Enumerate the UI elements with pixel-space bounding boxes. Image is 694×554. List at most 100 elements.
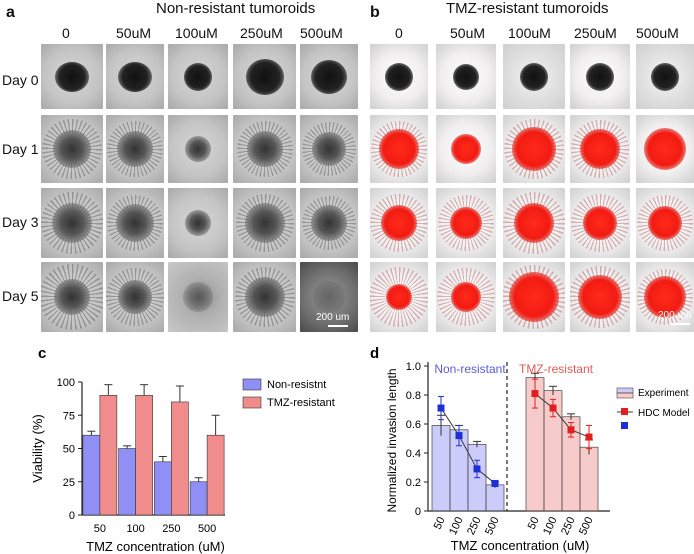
model-marker xyxy=(567,426,575,434)
tumoroid-image xyxy=(300,188,358,258)
bar xyxy=(206,434,225,516)
x-tick-label: 50 xyxy=(432,515,448,531)
y-tick-label: 1.0 xyxy=(406,361,421,373)
tumoroid-image xyxy=(233,115,296,183)
tumoroid-image xyxy=(636,44,694,109)
tumoroid-image xyxy=(106,262,164,332)
tumoroid-image xyxy=(300,44,358,109)
panel-b-col-0: 0 xyxy=(395,25,403,41)
panel-d-letter: d xyxy=(370,345,379,362)
model-marker xyxy=(455,432,463,440)
scale-bar-label: 200 um xyxy=(658,310,692,321)
row-label-day5: Day 5 xyxy=(2,288,39,304)
x-tick-label: 100 xyxy=(447,515,466,537)
tumoroid-image xyxy=(168,188,228,258)
legend-marker xyxy=(621,408,628,415)
panel-a-title: Non-resistant tumoroids xyxy=(156,0,316,17)
tumoroid-image xyxy=(233,262,296,332)
y-tick-label: 0.2 xyxy=(406,477,421,489)
legend-swatch xyxy=(242,396,262,409)
bar xyxy=(154,461,172,516)
legend-label: HDC Model xyxy=(638,408,690,419)
tumoroid-image xyxy=(300,115,358,183)
model-marker xyxy=(473,465,481,473)
y-tick-label: 0 xyxy=(69,510,75,522)
tumoroid-image xyxy=(106,44,164,109)
x-tick-label: 50 xyxy=(94,523,106,535)
panel-d-chart: d00.20.40.60.81.050 100 250 500 50 100 250 500N… xyxy=(370,345,690,553)
tumoroid-image xyxy=(503,115,565,183)
bar xyxy=(135,394,153,516)
tumoroid-image: 200 um xyxy=(300,262,358,332)
tumoroid-image xyxy=(168,262,228,332)
x-tick-label: 250 xyxy=(465,515,484,537)
legend-label: TMZ-resistant xyxy=(267,397,335,409)
tumoroid-image xyxy=(436,115,496,183)
y-tick-label: 50 xyxy=(63,444,75,456)
legend-label: Non-resistnt xyxy=(267,379,326,391)
tumoroid-image xyxy=(370,115,428,183)
panel-a-col-100: 100uM xyxy=(175,25,218,41)
panel-b-col-50: 50uM xyxy=(450,25,486,41)
model-marker xyxy=(491,479,499,487)
model-marker xyxy=(549,404,557,412)
y-axis-label: Normalized invasion length xyxy=(385,368,399,512)
panel-a-col-0: 0 xyxy=(62,25,70,41)
tumoroid-image xyxy=(503,44,565,109)
model-line xyxy=(534,393,590,438)
group-label-resistant: TMZ-resistant xyxy=(519,362,594,376)
x-tick-label: 250 xyxy=(162,523,180,535)
bar xyxy=(118,448,136,516)
bar xyxy=(579,446,599,512)
x-tick-label: 500 xyxy=(483,515,502,537)
tumoroid-image xyxy=(370,188,428,258)
tumoroid-image xyxy=(106,115,164,183)
scale-bar xyxy=(328,325,348,327)
panel-a-col-250: 250uM xyxy=(240,25,283,41)
tumoroid-image xyxy=(503,188,565,258)
tumoroid-image xyxy=(41,188,103,258)
tumoroid-image xyxy=(436,188,496,258)
legend-swatch xyxy=(616,392,634,399)
tumoroid-image: 200 um xyxy=(636,262,694,332)
x-tick-label: 250 xyxy=(559,515,578,537)
bar xyxy=(82,434,101,516)
panel-a-col-50: 50uM xyxy=(116,25,152,41)
tumoroid-image xyxy=(436,44,496,109)
bar xyxy=(485,484,505,512)
tumoroid-image xyxy=(41,115,103,183)
model-line xyxy=(440,407,496,484)
bar xyxy=(99,394,118,516)
scale-bar xyxy=(670,323,690,325)
panel-b-col-100: 100uM xyxy=(508,25,551,41)
tumoroid-image xyxy=(106,188,164,258)
x-tick-label: 100 xyxy=(541,515,560,537)
x-tick-label: 50 xyxy=(526,515,542,531)
tumoroid-image xyxy=(370,262,428,332)
y-tick-label: 0.4 xyxy=(406,448,421,460)
panel-a-col-500: 500uM xyxy=(300,25,343,41)
legend-label: Experiment xyxy=(638,388,689,399)
tumoroid-image xyxy=(570,115,630,183)
y-tick-label: 0.6 xyxy=(406,419,421,431)
bar xyxy=(189,481,208,516)
bar xyxy=(171,401,189,516)
x-axis-label: TMZ concentration (uM) xyxy=(451,538,590,553)
y-axis-label: Viability (%) xyxy=(30,414,45,482)
y-tick-label: 75 xyxy=(63,410,75,422)
x-tick-label: 500 xyxy=(577,515,596,537)
panel-a-letter: a xyxy=(6,4,15,21)
tumoroid-image xyxy=(636,188,694,258)
tumoroid-image xyxy=(636,115,694,183)
tumoroid-image xyxy=(570,188,630,258)
panel-c-chart: c 0 25 50 75 100 50 100 250 500 TMZ concentration … xyxy=(30,345,335,554)
y-tick-label: 100 xyxy=(57,377,75,389)
scale-bar-label: 200 um xyxy=(316,312,350,323)
panel-b-col-500: 500uM xyxy=(636,25,679,41)
legend-swatch xyxy=(616,387,634,394)
x-axis-label: TMZ concentration (uM) xyxy=(86,539,225,554)
legend-swatch xyxy=(242,378,262,391)
x-tick-label: 100 xyxy=(126,523,144,535)
row-label-day3: Day 3 xyxy=(2,214,39,230)
tumoroid-image xyxy=(503,262,565,332)
